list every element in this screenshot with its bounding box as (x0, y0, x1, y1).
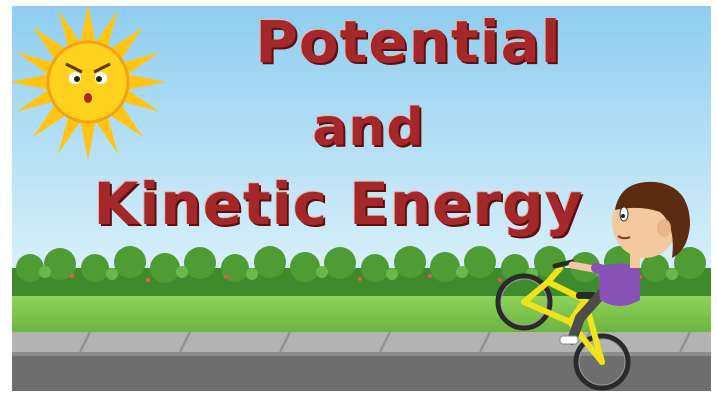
sidewalk (12, 331, 711, 356)
sun-icon (10, 4, 166, 160)
title-line-potential: Potential (255, 8, 562, 76)
boy-on-bicycle-icon (495, 181, 690, 391)
title-line-kinetic-energy: Kinetic Energy (93, 170, 584, 238)
hedge (12, 246, 711, 300)
title-line-and: and (312, 98, 425, 158)
